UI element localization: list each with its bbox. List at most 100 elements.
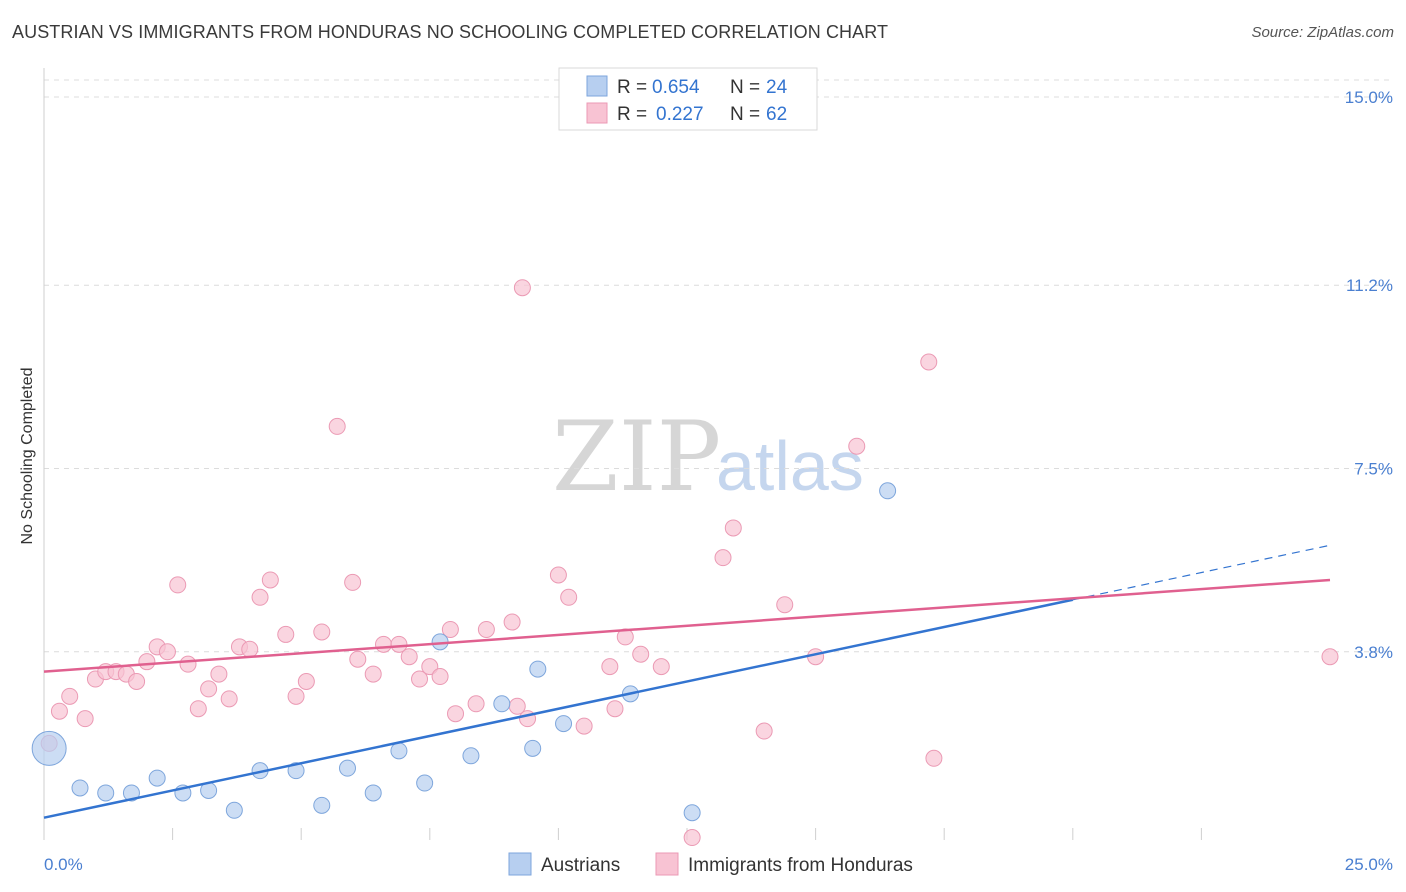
honduras-point xyxy=(138,653,156,671)
austrian-point xyxy=(524,739,542,757)
honduras-point xyxy=(328,417,346,435)
austrian-point xyxy=(364,784,382,802)
honduras-point xyxy=(925,749,943,767)
x-tick-max: 25.0% xyxy=(1345,855,1393,874)
honduras-point xyxy=(210,665,228,683)
honduras-point xyxy=(477,620,495,638)
austrian-point xyxy=(555,715,573,733)
legend-r-label-pink: R = xyxy=(617,104,647,125)
honduras-point xyxy=(513,279,531,297)
honduras-point xyxy=(447,705,465,723)
honduras-point xyxy=(755,722,773,740)
honduras-point xyxy=(179,655,197,673)
honduras-point xyxy=(158,643,176,661)
stats-legend: R = 0.654 N = 24 R = 0.227 N = 62 xyxy=(558,67,818,131)
honduras-point xyxy=(776,596,794,614)
watermark-atlas: atlas xyxy=(716,427,864,505)
honduras-point xyxy=(261,571,279,589)
legend-r-value-pink: 0.227 xyxy=(656,104,704,125)
austrian-point xyxy=(225,801,243,819)
honduras-point xyxy=(344,573,362,591)
y-tick-label: 7.5% xyxy=(1354,460,1393,479)
austrian-trend-line xyxy=(43,598,1074,819)
y-tick-label: 11.2% xyxy=(1346,276,1393,295)
austrian-point xyxy=(97,784,115,802)
honduras-point xyxy=(220,690,238,708)
series-legend-honduras: Immigrants from Honduras xyxy=(688,855,913,876)
legend-n-label-pink: N = xyxy=(730,104,760,125)
honduras-point xyxy=(467,695,485,713)
legend-swatch-blue xyxy=(586,75,608,97)
honduras-point xyxy=(683,829,701,847)
honduras-point xyxy=(421,658,439,676)
gridlines xyxy=(44,79,1393,653)
y-tick-labels: 3.8% 7.5% 11.2% 15.0% xyxy=(1345,88,1393,662)
honduras-point xyxy=(76,710,94,728)
honduras-point xyxy=(920,353,938,371)
honduras-point xyxy=(632,645,650,663)
series-legend-austrians: Austrians xyxy=(541,855,620,876)
honduras-point xyxy=(503,613,521,631)
legend-r-label-blue: R = xyxy=(617,77,647,98)
honduras-point xyxy=(411,670,429,688)
chart-title: AUSTRIAN VS IMMIGRANTS FROM HONDURAS NO … xyxy=(12,22,889,42)
honduras-point xyxy=(200,680,218,698)
austrian-point xyxy=(338,759,356,777)
honduras-point xyxy=(549,566,567,584)
honduras-point xyxy=(50,702,68,720)
austrian-point xyxy=(529,660,547,678)
austrian-point xyxy=(493,695,511,713)
series-legend-swatch-honduras xyxy=(655,852,679,876)
austrian-point xyxy=(416,774,434,792)
honduras-point xyxy=(364,665,382,683)
honduras-point xyxy=(297,672,315,690)
honduras-point xyxy=(287,687,305,705)
legend-swatch-pink xyxy=(586,102,608,124)
honduras-point xyxy=(169,576,187,594)
honduras-point xyxy=(61,687,79,705)
austrian-point xyxy=(122,784,140,802)
honduras-point xyxy=(575,717,593,735)
watermark: ZIP atlas xyxy=(552,401,864,513)
honduras-point xyxy=(652,658,670,676)
honduras-point xyxy=(313,623,331,641)
honduras-point xyxy=(349,650,367,668)
watermark-zip: ZIP xyxy=(552,401,721,513)
honduras-point xyxy=(601,658,619,676)
honduras-point xyxy=(375,635,393,653)
legend-n-label-blue: N = xyxy=(730,77,760,98)
honduras-point xyxy=(807,648,825,666)
honduras-point xyxy=(560,588,578,606)
honduras-point xyxy=(277,625,295,643)
honduras-point xyxy=(441,620,459,638)
honduras-point xyxy=(848,437,866,455)
legend-r-value-blue: 0.654 xyxy=(652,77,700,98)
austrian-trend-extension xyxy=(1072,544,1331,601)
honduras-point xyxy=(241,640,259,658)
series-legend-swatch-austrians xyxy=(508,852,532,876)
honduras-point xyxy=(606,700,624,718)
legend-n-value-pink: 62 xyxy=(766,104,787,125)
austrian-point xyxy=(879,482,897,500)
austrian-point xyxy=(390,742,408,760)
honduras-point xyxy=(390,635,408,653)
y-tick-label: 3.8% xyxy=(1354,643,1393,662)
honduras-point xyxy=(400,648,418,666)
honduras-points xyxy=(40,279,1339,847)
source-credit: Source: ZipAtlas.com xyxy=(1251,24,1394,41)
honduras-point xyxy=(189,700,207,718)
honduras-point xyxy=(431,668,449,686)
honduras-trend-line xyxy=(43,578,1331,673)
trend-lines xyxy=(43,544,1331,819)
y-tick-label: 15.0% xyxy=(1345,88,1393,107)
honduras-point xyxy=(128,672,146,690)
series-legend: Austrians Immigrants from Honduras xyxy=(508,852,913,876)
austrian-point xyxy=(31,730,67,766)
austrian-point xyxy=(287,762,305,780)
honduras-point xyxy=(251,588,269,606)
honduras-point xyxy=(714,549,732,567)
austrian-point xyxy=(71,779,89,797)
x-tick-min: 0.0% xyxy=(44,855,83,874)
honduras-point xyxy=(616,628,634,646)
